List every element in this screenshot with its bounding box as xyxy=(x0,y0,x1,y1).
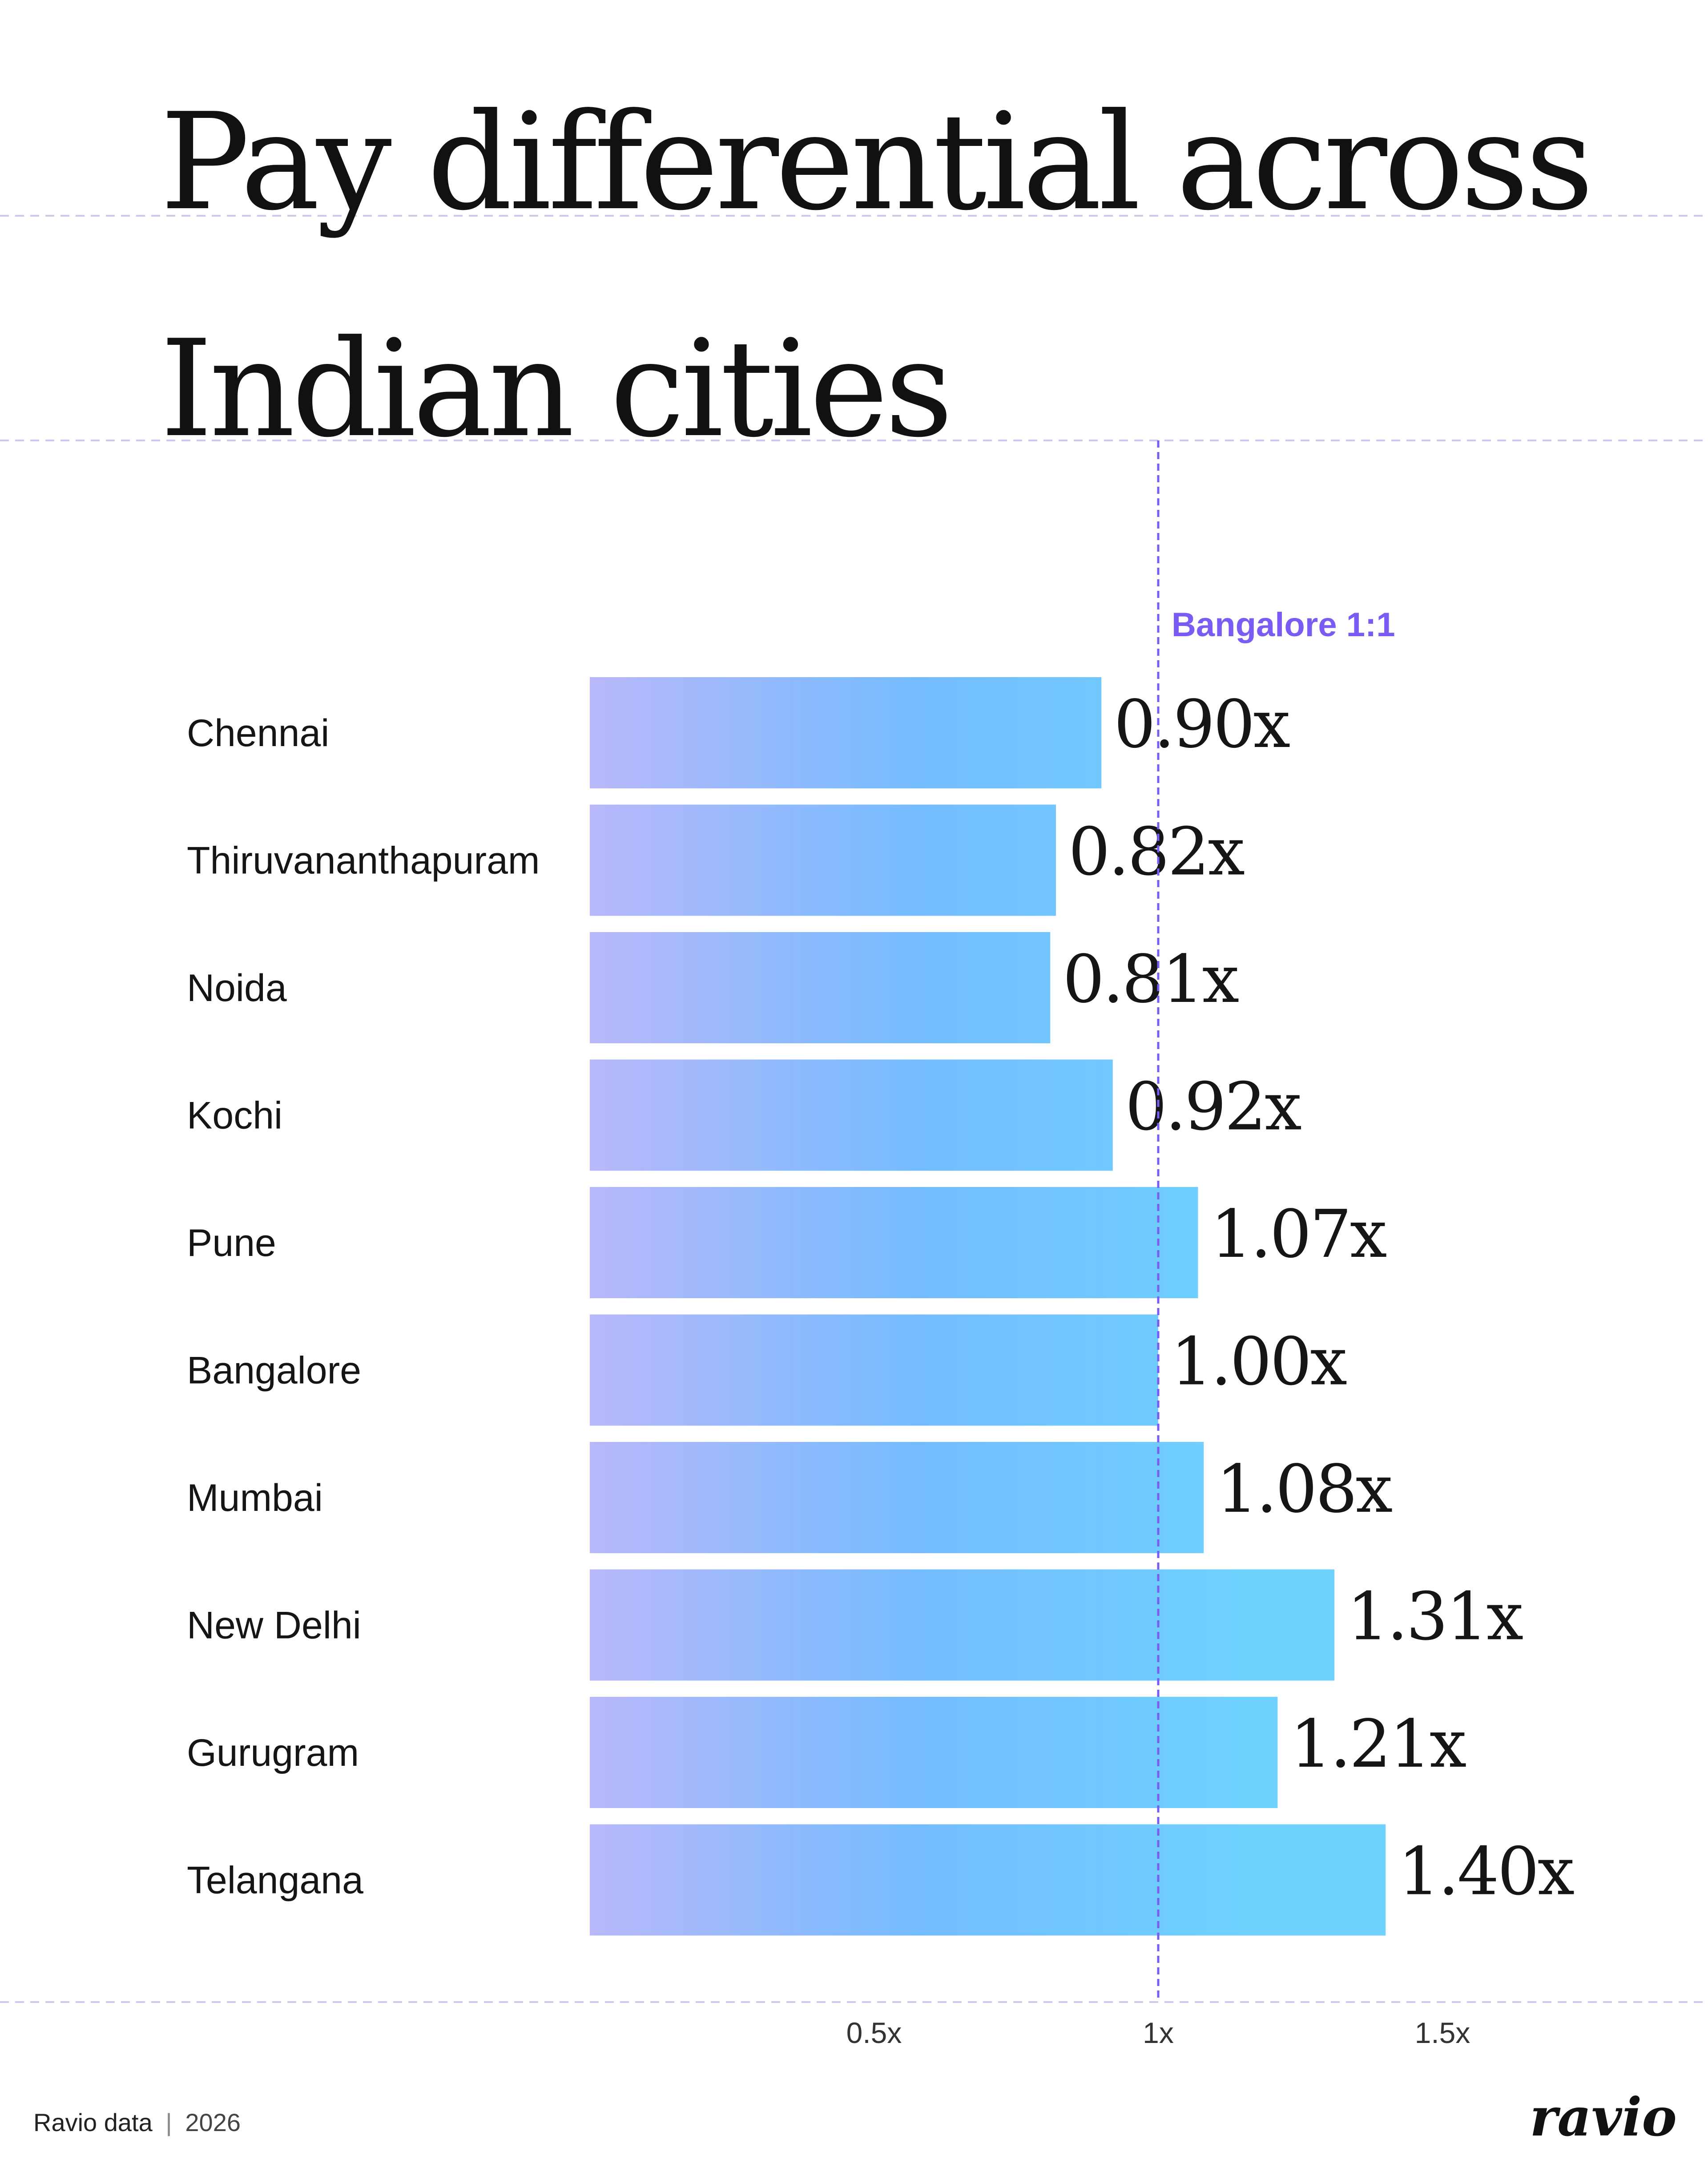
value-label: 1.40x xyxy=(1398,1833,1574,1910)
bar-mumbai xyxy=(590,1442,1204,1553)
x-tick-label: 1x xyxy=(1143,2016,1174,2049)
category-label: Pune xyxy=(187,1222,276,1264)
value-label: 0.90x xyxy=(1114,686,1290,763)
category-label: New Delhi xyxy=(187,1604,361,1647)
footer-year: 2026 xyxy=(185,2108,241,2136)
category-label: Noida xyxy=(187,967,287,1009)
value-label: 0.92x xyxy=(1125,1069,1301,1145)
category-label: Bangalore xyxy=(187,1349,361,1392)
category-label: Kochi xyxy=(187,1094,282,1137)
value-label: 1.07x xyxy=(1210,1196,1386,1272)
x-axis-ticks: 0.5x 1x 1.5x xyxy=(846,2016,1470,2049)
bar-new-delhi xyxy=(590,1569,1335,1681)
category-label: Gurugram xyxy=(187,1732,359,1774)
category-label: Thiruvananthapuram xyxy=(187,840,540,882)
footer-separator: | xyxy=(165,2108,172,2136)
footer-source: Ravio data | 2026 xyxy=(33,2108,241,2136)
bar-pune xyxy=(590,1187,1198,1298)
bar-group: Chennai 0.90x Thiruvananthapuram 0.82x Noida… xyxy=(187,677,1576,1936)
value-label: 0.81x xyxy=(1063,941,1239,1017)
category-label: Telangana xyxy=(187,1859,363,1902)
chart-title-line-2: Indian cities xyxy=(160,311,950,467)
reference-line-label: Bangalore 1:1 xyxy=(1172,606,1395,644)
chart-title-line-1: Pay differential across xyxy=(160,85,1590,240)
bar-gurugram xyxy=(590,1697,1278,1808)
brand-logo: ravio xyxy=(1530,2086,1677,2148)
value-label: 0.82x xyxy=(1068,814,1245,890)
x-tick-label: 0.5x xyxy=(846,2016,902,2049)
bar-bangalore xyxy=(590,1314,1158,1426)
value-label: 1.31x xyxy=(1347,1578,1523,1655)
bar-noida xyxy=(590,932,1051,1043)
value-label: 1.08x xyxy=(1216,1451,1392,1527)
value-label: 1.00x xyxy=(1171,1324,1347,1400)
x-tick-label: 1.5x xyxy=(1415,2016,1470,2049)
bar-chennai xyxy=(590,677,1102,788)
bar-telangana xyxy=(590,1824,1386,1936)
footer-source-text: Ravio data xyxy=(33,2108,153,2136)
category-label: Chennai xyxy=(187,712,329,755)
value-label: 1.21x xyxy=(1290,1706,1466,1782)
bar-thiruvananthapuram xyxy=(590,804,1056,916)
category-label: Mumbai xyxy=(187,1477,323,1519)
bar-kochi xyxy=(590,1059,1113,1171)
